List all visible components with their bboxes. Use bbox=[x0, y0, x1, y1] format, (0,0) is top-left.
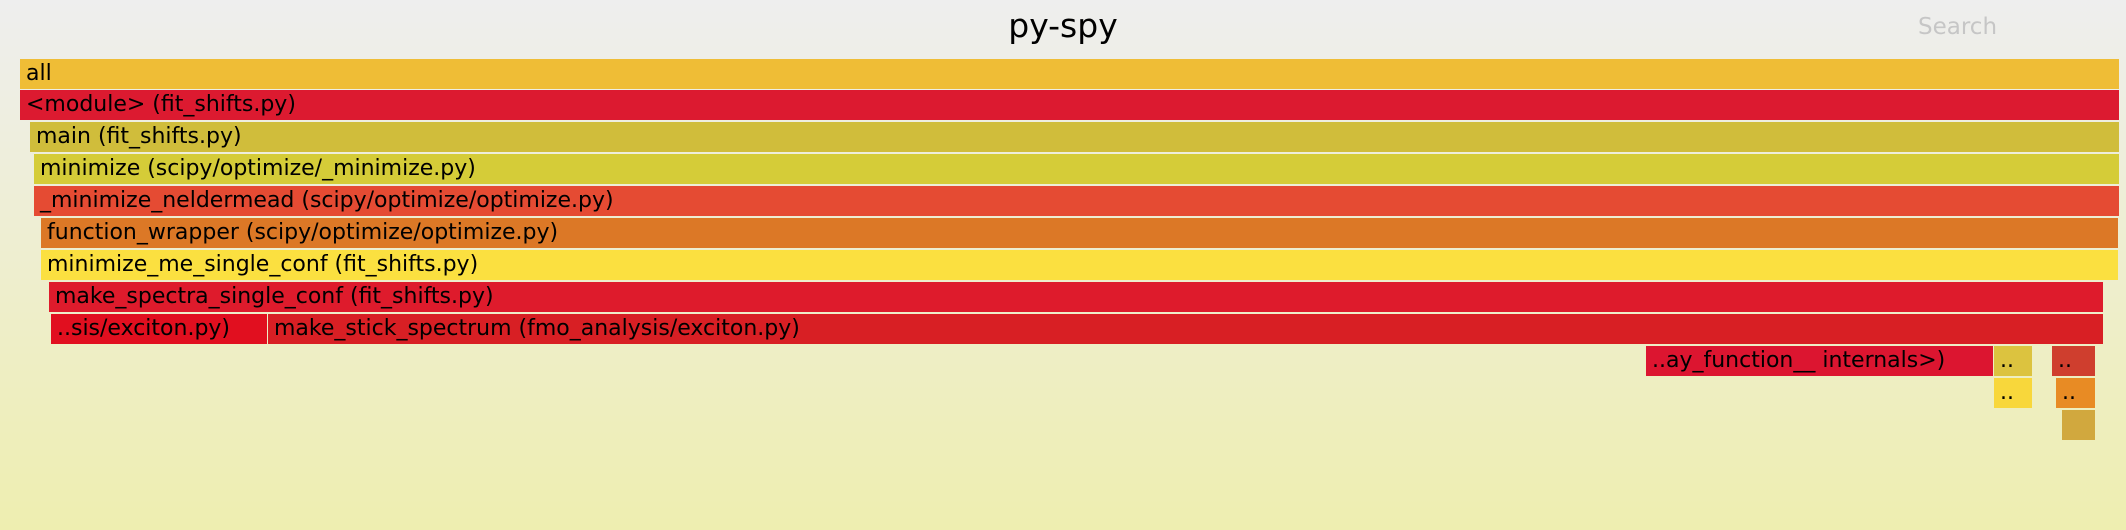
frame-truncated-d[interactable]: .. bbox=[2056, 378, 2095, 408]
frame-main[interactable]: main (fit_shifts.py) bbox=[30, 122, 2119, 152]
frame-function-wrapper[interactable]: function_wrapper (scipy/optimize/optimiz… bbox=[41, 218, 2118, 248]
frame-array-function-internals[interactable]: ..ay_function__ internals>) bbox=[1646, 346, 1993, 376]
frame-minimize[interactable]: minimize (scipy/optimize/_minimize.py) bbox=[34, 154, 2119, 184]
frame-truncated-c[interactable]: .. bbox=[1994, 378, 2032, 408]
frame-minimize-neldermead[interactable]: _minimize_neldermead (scipy/optimize/opt… bbox=[34, 186, 2119, 216]
search-button[interactable]: Search bbox=[1918, 14, 1998, 40]
frame-minimize-me-single-conf[interactable]: minimize_me_single_conf (fit_shifts.py) bbox=[41, 250, 2118, 280]
page-title: py-spy bbox=[1008, 6, 1118, 45]
frame-make-stick-spectrum[interactable]: make_stick_spectrum (fmo_analysis/excito… bbox=[268, 314, 2103, 344]
frame-make-spectra-single-conf[interactable]: make_spectra_single_conf (fit_shifts.py) bbox=[49, 282, 2103, 312]
frame-exciton-short[interactable]: ..sis/exciton.py) bbox=[51, 314, 267, 344]
frame-truncated-b[interactable]: .. bbox=[2052, 346, 2095, 376]
frame-module[interactable]: <module> (fit_shifts.py) bbox=[20, 90, 2119, 120]
frame-all[interactable]: all bbox=[20, 59, 2119, 89]
frame-truncated-a[interactable]: .. bbox=[1994, 346, 2032, 376]
frame-unlabeled[interactable] bbox=[2062, 410, 2095, 440]
